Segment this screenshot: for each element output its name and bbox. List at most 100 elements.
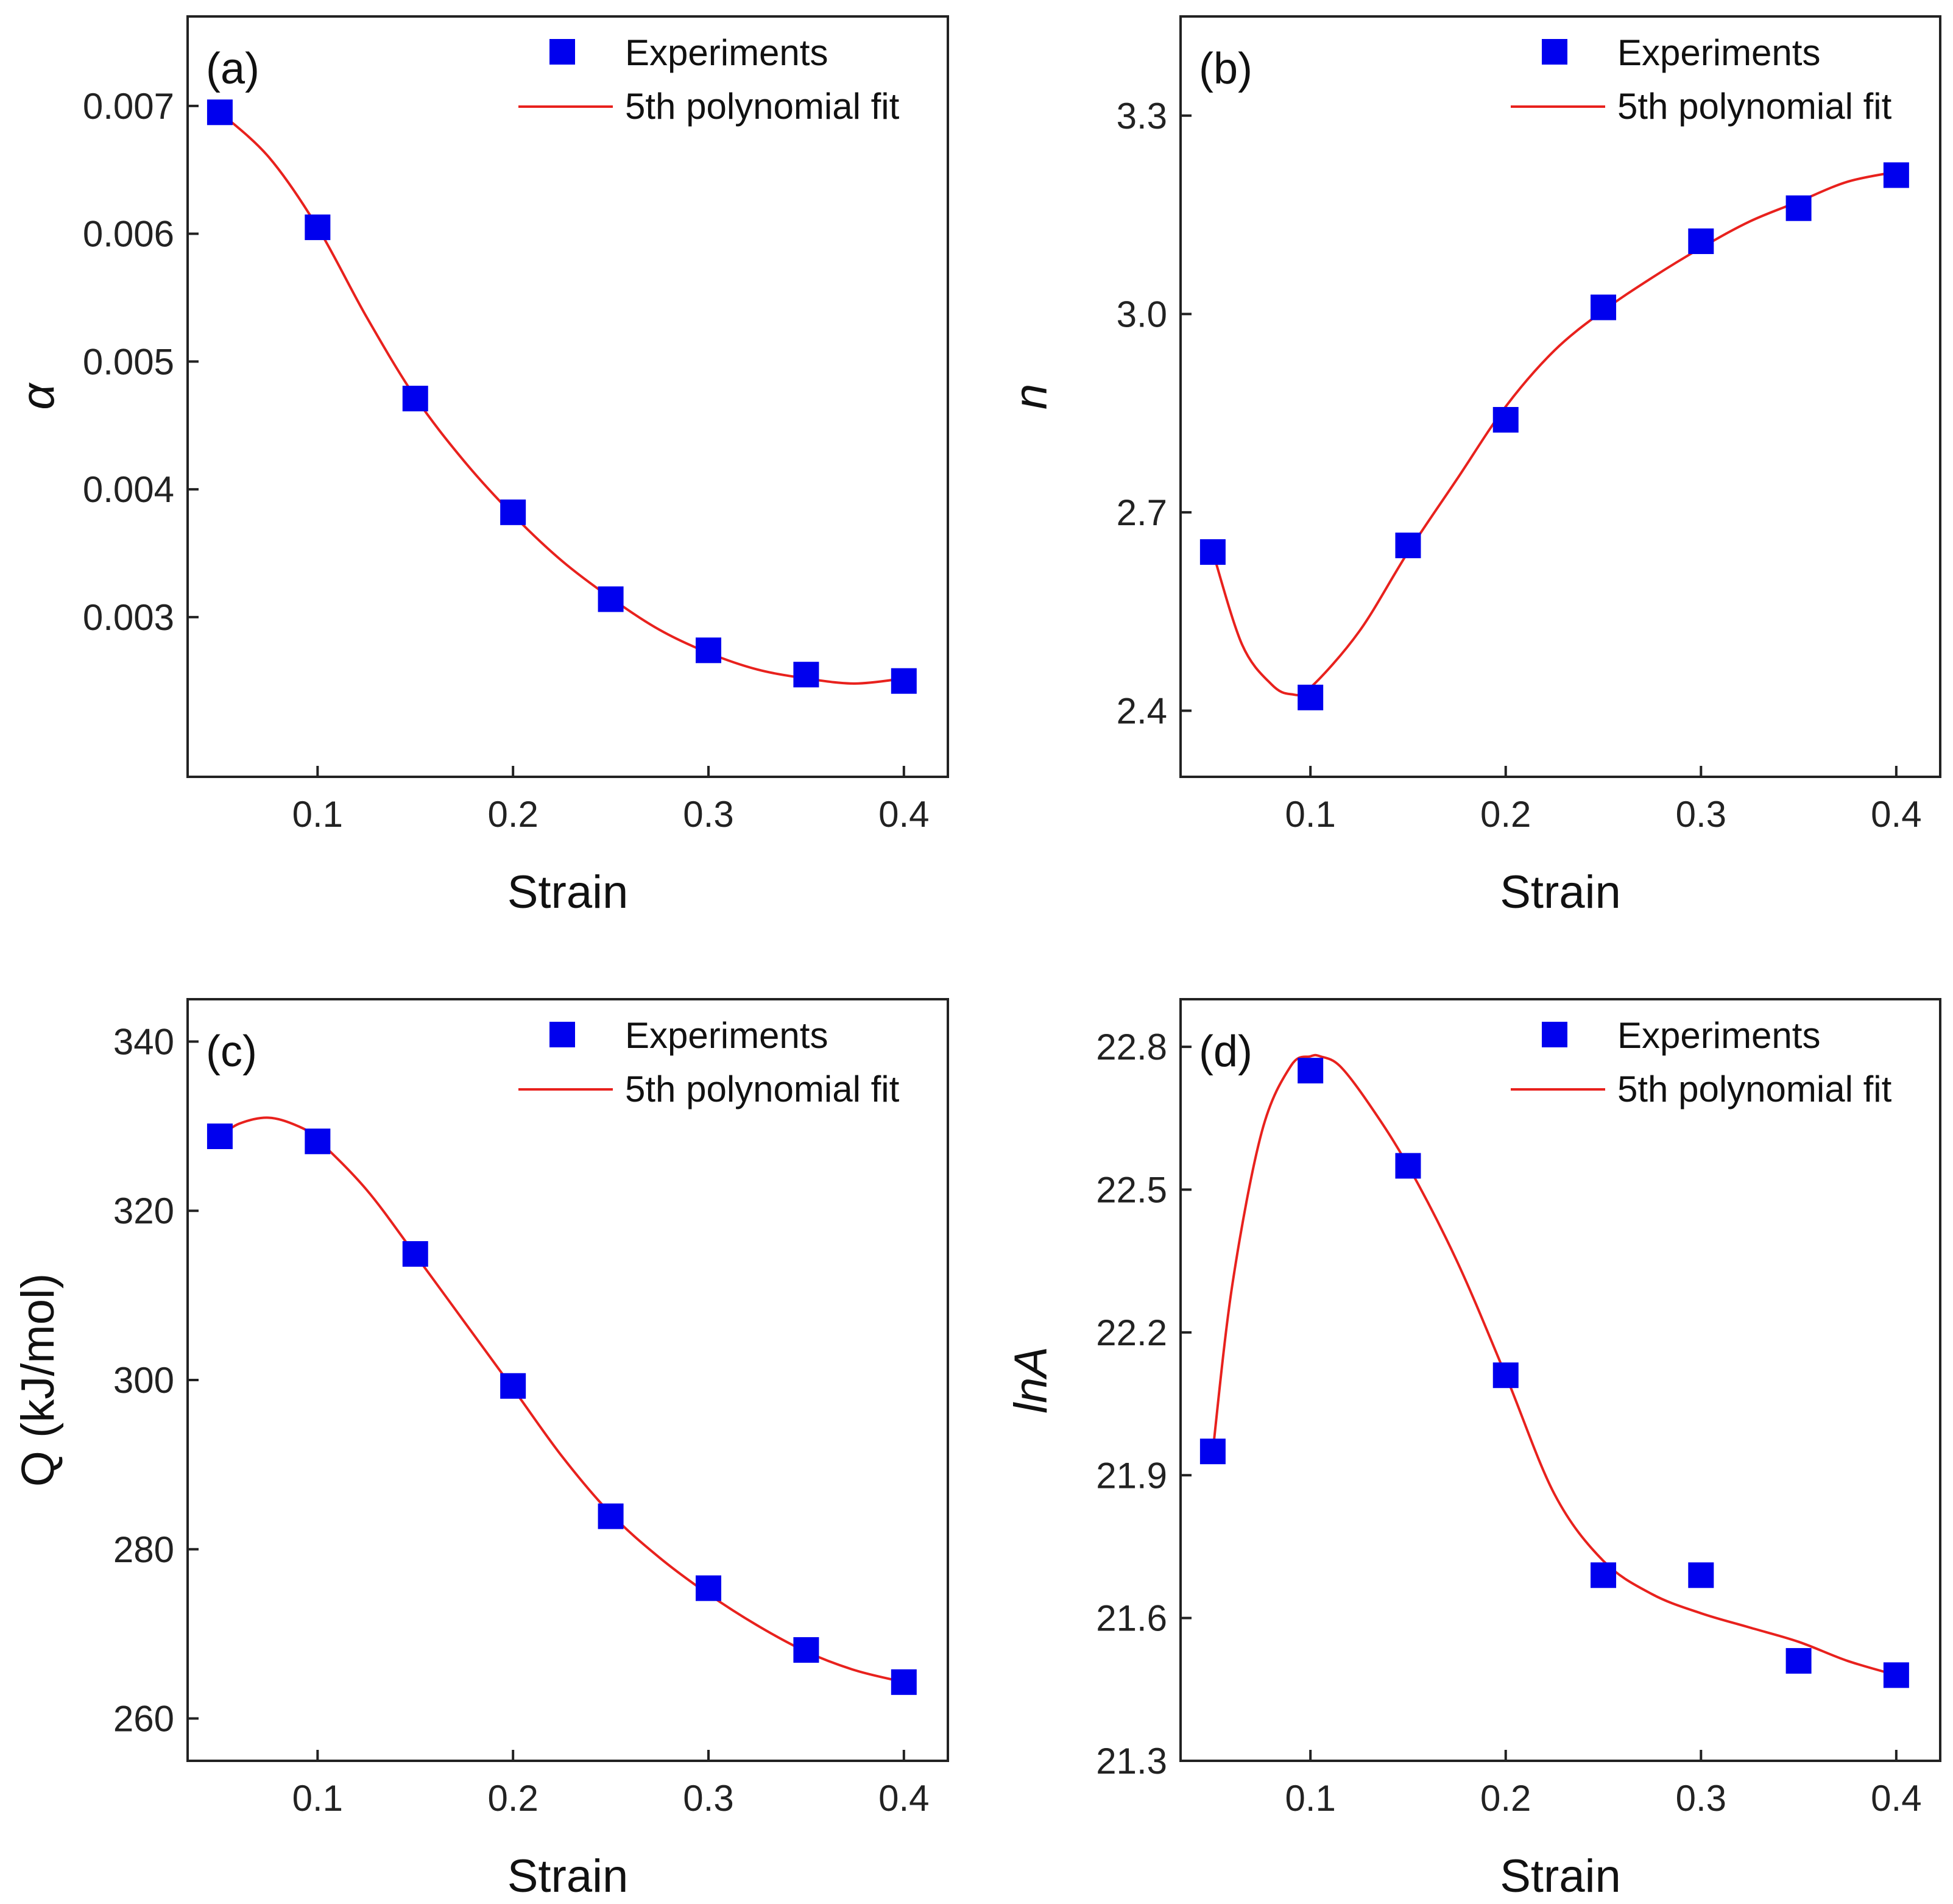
legend-label-fit: 5th polynomial fit	[1617, 1069, 1892, 1109]
data-point	[1298, 684, 1324, 710]
data-point	[1199, 1439, 1226, 1465]
fit-curve	[1211, 1053, 1897, 1677]
x-tick-label: 0.4	[1871, 1778, 1921, 1819]
x-axis-title: Strain	[507, 1850, 629, 1902]
data-point	[1395, 533, 1421, 559]
x-tick-label: 0.2	[487, 794, 538, 835]
data-point	[207, 1124, 233, 1149]
x-tick-label: 0.2	[1480, 1778, 1531, 1819]
legend-label-experiments: Experiments	[625, 1015, 828, 1056]
data-point	[1395, 1153, 1421, 1179]
data-point	[891, 1669, 917, 1695]
y-axis-title: n	[1005, 384, 1057, 409]
y-tick-label: 22.2	[1096, 1312, 1167, 1353]
legend-label-fit: 5th polynomial fit	[625, 1069, 900, 1109]
data-point	[598, 1503, 624, 1529]
y-tick-label: 0.004	[83, 469, 174, 510]
y-tick-label: 340	[113, 1021, 174, 1062]
x-axis-title: Strain	[507, 866, 629, 918]
y-tick-label: 260	[113, 1699, 174, 1739]
data-point	[1591, 294, 1617, 320]
x-tick-label: 0.1	[1285, 794, 1335, 835]
legend-marker-experiments	[549, 1022, 575, 1047]
y-tick-label: 300	[113, 1360, 174, 1401]
y-tick-label: 3.3	[1117, 96, 1167, 136]
y-tick-label: 2.7	[1117, 492, 1167, 533]
data-point	[1492, 1362, 1519, 1389]
y-tick-label: 22.8	[1096, 1027, 1167, 1067]
plot-frame	[186, 998, 949, 1762]
panel-label: (d)	[1199, 1027, 1252, 1076]
y-tick-label: 21.3	[1096, 1741, 1167, 1782]
y-tick-label: 2.4	[1117, 690, 1167, 731]
data-point	[1883, 1662, 1909, 1688]
x-tick-label: 0.3	[1676, 794, 1726, 835]
data-point	[1199, 539, 1226, 565]
data-point	[305, 214, 331, 241]
data-point	[1785, 195, 1812, 221]
x-tick-label: 0.3	[683, 1778, 733, 1819]
x-tick-label: 0.1	[1285, 1778, 1335, 1819]
data-point	[1298, 1058, 1324, 1084]
y-tick-label: 0.007	[83, 86, 174, 127]
x-tick-label: 0.4	[1871, 794, 1921, 835]
data-point	[695, 637, 721, 664]
panel-a: 0.1 0.2 0.3 0.4 0.003 0.004 0.005 0.006 0.007 Str…	[12, 15, 949, 918]
data-point	[1883, 162, 1909, 188]
data-point	[891, 668, 917, 694]
y-tick-label: 0.003	[83, 597, 174, 638]
y-tick-label: 22.5	[1096, 1170, 1167, 1211]
panel-b: 0.1 0.2 0.3 0.4 2.4 2.7 3.0 3.3 Strain n (b) Experi…	[1005, 15, 1941, 918]
y-axis-title: Q (kJ/mol)	[12, 1273, 64, 1487]
y-tick-label: 21.9	[1096, 1455, 1167, 1496]
y-tick-label: 320	[113, 1191, 174, 1231]
data-point	[305, 1128, 331, 1155]
y-tick-label: 0.006	[83, 214, 174, 255]
x-tick-label: 0.4	[878, 794, 929, 835]
y-tick-label: 280	[113, 1529, 174, 1570]
x-tick-label: 0.3	[683, 794, 733, 835]
x-tick-label: 0.2	[487, 1778, 538, 1819]
x-tick-label: 0.4	[878, 1778, 929, 1819]
x-tick-label: 0.2	[1480, 794, 1531, 835]
y-axis-title: lnA	[1005, 1347, 1057, 1414]
panel-label: (b)	[1199, 44, 1252, 93]
data-point	[793, 1637, 819, 1663]
legend-label-fit: 5th polynomial fit	[625, 86, 900, 127]
legend-label-experiments: Experiments	[1617, 1015, 1820, 1056]
panel-label: (a)	[206, 44, 260, 93]
y-tick-label: 21.6	[1096, 1598, 1167, 1639]
fit-curve	[219, 111, 905, 685]
data-point	[402, 1241, 428, 1267]
legend-label-experiments: Experiments	[1617, 32, 1820, 73]
plot-frame	[1179, 998, 1941, 1762]
data-point	[402, 386, 428, 412]
data-point	[1785, 1647, 1812, 1674]
data-point	[1591, 1562, 1617, 1588]
data-point	[1492, 406, 1519, 433]
x-tick-label: 0.3	[1676, 1778, 1726, 1819]
legend-marker-experiments	[549, 39, 575, 65]
panel-c: 0.1 0.2 0.3 0.4 260 280 300 320 340 Strain Q (kJ/m…	[12, 998, 949, 1902]
legend-marker-experiments	[1542, 1022, 1567, 1047]
y-tick-label: 0.005	[83, 341, 174, 382]
legend-label-experiments: Experiments	[625, 32, 828, 73]
x-tick-label: 0.1	[292, 794, 343, 835]
legend-label-fit: 5th polynomial fit	[1617, 86, 1892, 127]
x-axis-title: Strain	[1500, 1850, 1621, 1902]
data-point	[1688, 228, 1714, 254]
data-point	[695, 1575, 721, 1601]
panel-label: (c)	[206, 1027, 257, 1076]
panel-d: 0.1 0.2 0.3 0.4 21.3 21.6 21.9 22.2 22.5 22.8 Stra…	[1005, 998, 1941, 1902]
data-point	[500, 1373, 526, 1399]
fit-curve	[1211, 171, 1897, 696]
x-axis-title: Strain	[1500, 866, 1621, 918]
plot-frame	[1179, 15, 1941, 778]
data-point	[207, 99, 233, 126]
plot-frame	[186, 15, 949, 778]
y-axis-title: α	[12, 382, 64, 410]
fit-curve	[219, 1116, 905, 1683]
data-point	[793, 662, 819, 688]
x-tick-label: 0.1	[292, 1778, 343, 1819]
